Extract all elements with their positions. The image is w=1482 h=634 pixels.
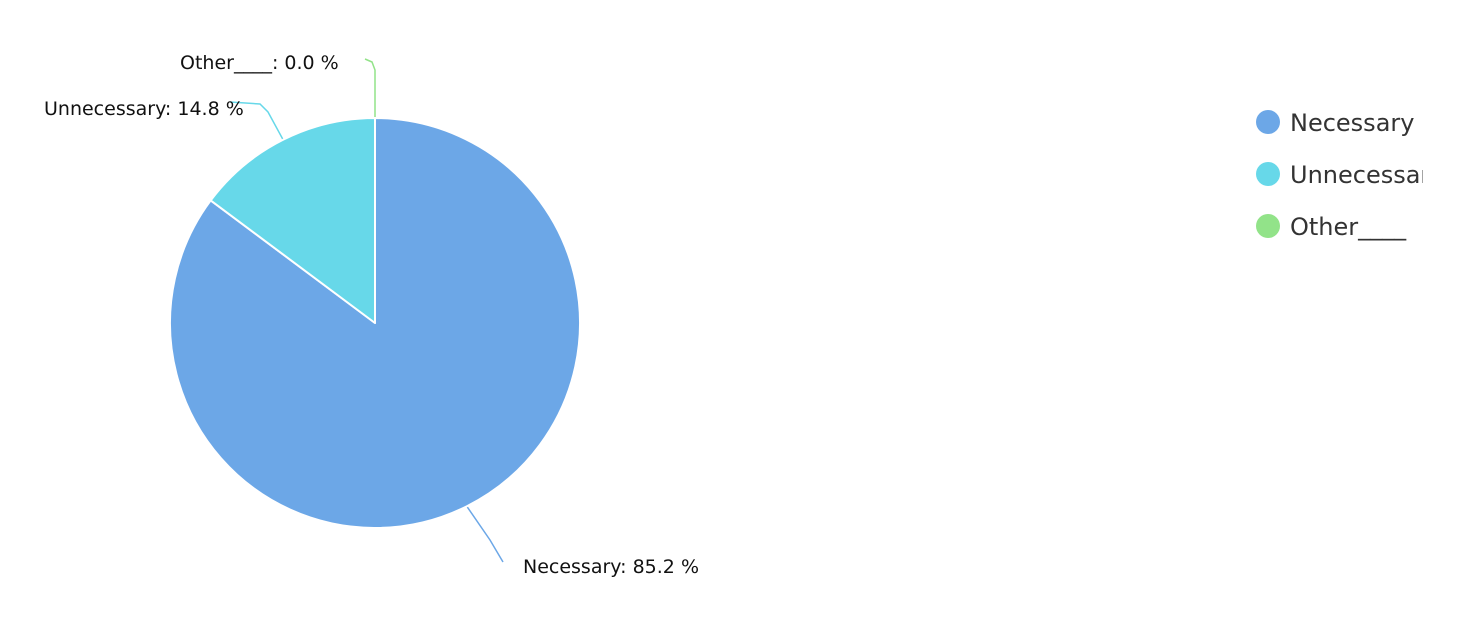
legend-label-unnecessary: Unnecessary	[1290, 161, 1445, 189]
slice-labels: Necessary: 85.2 % Unnecessary: 14.8 % Othe…	[44, 52, 699, 578]
legend-item-other[interactable]: Other____	[1256, 213, 1407, 241]
leader-line-unnecessary	[229, 101, 284, 140]
legend-label-necessary: Necessary	[1290, 109, 1414, 137]
data-label-necessary: Necessary: 85.2 %	[523, 556, 699, 578]
legend-item-unnecessary[interactable]: Unnecessary	[1256, 161, 1445, 189]
legend-item-necessary[interactable]: Necessary	[1256, 109, 1414, 137]
legend-label-other: Other____	[1290, 213, 1407, 241]
data-label-other: Other____: 0.0 %	[180, 52, 339, 74]
leader-line-necessary	[466, 506, 504, 563]
legend-marker-other	[1256, 214, 1280, 238]
leader-line-other	[364, 58, 376, 117]
leader-lines	[229, 58, 504, 563]
pie-slices	[169, 117, 581, 529]
data-label-unnecessary: Unnecessary: 14.8 %	[44, 98, 244, 120]
legend: Necessary Unnecessary Other____	[1256, 109, 1445, 241]
legend-marker-necessary	[1256, 110, 1280, 134]
legend-marker-unnecessary	[1256, 162, 1280, 186]
pie-slice-unnecessary[interactable]	[209, 117, 376, 324]
